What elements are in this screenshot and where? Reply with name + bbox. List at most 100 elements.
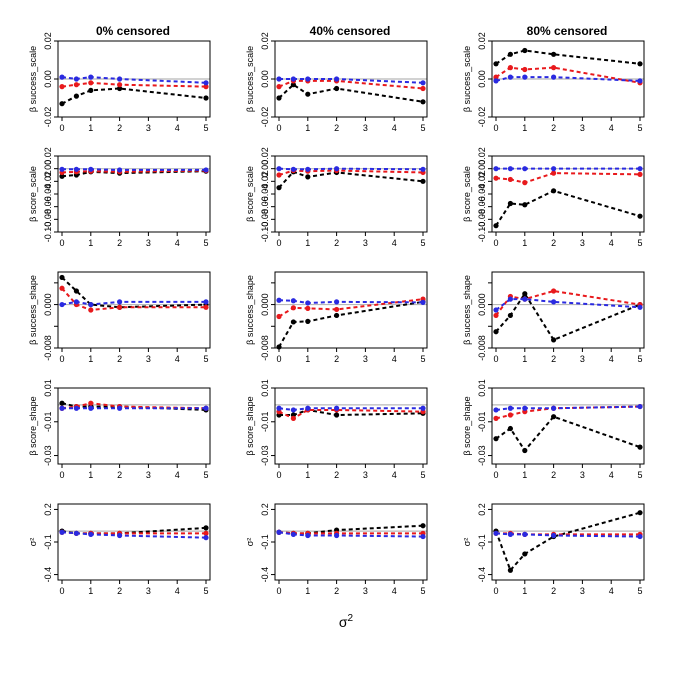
x-tick-label: 3: [363, 354, 368, 364]
data-point-black: [334, 86, 339, 91]
panel-r3-c0: 0 1 2 3 4 5-0.03-0.010.01β score_shape: [28, 379, 210, 480]
x-tick-label: 3: [146, 586, 151, 596]
x-tick-label: 2: [334, 470, 339, 480]
data-point-red: [508, 412, 513, 417]
data-point-blue: [88, 406, 93, 411]
series-line-black: [496, 191, 640, 226]
x-tick-label: 1: [305, 354, 310, 364]
data-point-red: [508, 65, 513, 70]
x-tick-label: 3: [146, 123, 151, 133]
x-tick-label: 4: [609, 354, 614, 364]
x-tick-label: 0: [276, 123, 281, 133]
y-tick-label: -0.02: [477, 107, 487, 128]
y-tick-label: -0.01: [260, 412, 270, 433]
y-axis-label: β score_shape: [245, 396, 255, 455]
panel-r2-c2: 0 1 2 3 4 5-0.0080.000β success_shape: [462, 272, 644, 364]
x-tick-label: 2: [117, 586, 122, 596]
y-axis-label: β score_shape: [28, 396, 38, 455]
data-point-black: [522, 551, 527, 556]
data-point-black: [508, 426, 513, 431]
data-point-blue: [420, 167, 425, 172]
data-point-black: [508, 201, 513, 206]
data-point-blue: [637, 166, 642, 171]
data-point-black: [88, 88, 93, 93]
x-tick-label: 4: [175, 354, 180, 364]
data-point-black: [493, 329, 498, 334]
y-tick-label: -0.02: [43, 107, 53, 128]
data-point-black: [637, 214, 642, 219]
y-axis-label: β score_scale: [462, 166, 472, 222]
x-tick-label: 0: [59, 354, 64, 364]
x-tick-label: 4: [175, 238, 180, 248]
series-line-black: [279, 85, 423, 102]
data-point-blue: [493, 407, 498, 412]
data-point-blue: [420, 534, 425, 539]
x-tick-label: 4: [392, 470, 397, 480]
column-title-0: 0% censored: [96, 24, 170, 38]
y-tick-label: 0.02: [260, 147, 270, 165]
y-tick-label: -0.4: [260, 567, 270, 583]
y-axis-label: β success_shape: [462, 275, 472, 345]
x-tick-label: 5: [420, 586, 425, 596]
x-tick-label: 2: [334, 123, 339, 133]
x-tick-label: 0: [493, 238, 498, 248]
data-point-blue: [88, 532, 93, 537]
data-point-red: [276, 172, 281, 177]
series-line-black: [279, 172, 423, 188]
panel-frame: [58, 504, 210, 580]
series-line-blue: [279, 300, 423, 303]
x-tick-label: 5: [203, 470, 208, 480]
data-point-blue: [551, 75, 556, 80]
panel-r4-c0: 0 1 2 3 4 5-0.4-0.10.2σ²: [28, 503, 210, 596]
data-point-red: [551, 65, 556, 70]
data-point-blue: [637, 534, 642, 539]
data-point-black: [334, 412, 339, 417]
data-point-red: [117, 305, 122, 310]
x-tick-label: 5: [637, 123, 642, 133]
series-line-black: [279, 526, 423, 534]
x-tick-label: 1: [88, 470, 93, 480]
data-point-blue: [59, 406, 64, 411]
series-line-black: [496, 417, 640, 451]
y-axis-label: β score_shape: [462, 396, 472, 455]
data-point-blue: [291, 532, 296, 537]
data-point-red: [59, 286, 64, 291]
series-line-blue: [279, 408, 423, 410]
x-tick-label: 1: [88, 123, 93, 133]
panel-r4-c1: 0 1 2 3 4 5 -0.4 -0.1 0.2 σ²: [245, 503, 427, 596]
data-point-black: [59, 275, 64, 280]
data-point-blue: [508, 406, 513, 411]
panel-r0-c0: 0 1 2 3 4 5 -0.02 0.00 0.02 β success_scale: [28, 32, 210, 133]
series-line-red: [496, 173, 640, 183]
y-tick-label: 0.000: [477, 293, 487, 316]
x-tick-label: 5: [420, 354, 425, 364]
panel-r1-c2: 0 1 2 3 4 5 -0.10-0.08-0.06-0.04-0.020.000.02 β…: [462, 147, 644, 248]
x-tick-label: 4: [392, 586, 397, 596]
y-tick-label: -0.4: [477, 567, 487, 583]
data-point-blue: [420, 80, 425, 85]
y-axis-label: σ²: [245, 538, 255, 547]
data-point-black: [493, 436, 498, 441]
x-tick-label: 4: [392, 238, 397, 248]
panel-frame: [58, 272, 210, 348]
data-point-blue: [493, 307, 498, 312]
x-tick-label: 4: [175, 586, 180, 596]
data-point-blue: [522, 166, 527, 171]
data-point-blue: [88, 75, 93, 80]
data-point-red: [203, 305, 208, 310]
y-tick-label: 0.01: [43, 379, 53, 397]
y-axis-label: σ²: [462, 538, 472, 547]
data-point-red: [334, 307, 339, 312]
data-point-black: [203, 95, 208, 100]
y-axis-label: β score_scale: [245, 166, 255, 222]
data-point-blue: [291, 76, 296, 81]
series-line-black: [496, 513, 640, 571]
panel-r0-c2: 0 1 2 3 4 5-0.020.000.02β success_scale: [462, 32, 644, 133]
y-tick-label: 0.2: [477, 503, 487, 516]
y-tick-label: -0.03: [477, 445, 487, 466]
data-point-black: [637, 510, 642, 515]
data-point-blue: [88, 167, 93, 172]
data-point-red: [551, 288, 556, 293]
data-point-blue: [117, 533, 122, 538]
y-tick-label: -0.4: [43, 567, 53, 583]
